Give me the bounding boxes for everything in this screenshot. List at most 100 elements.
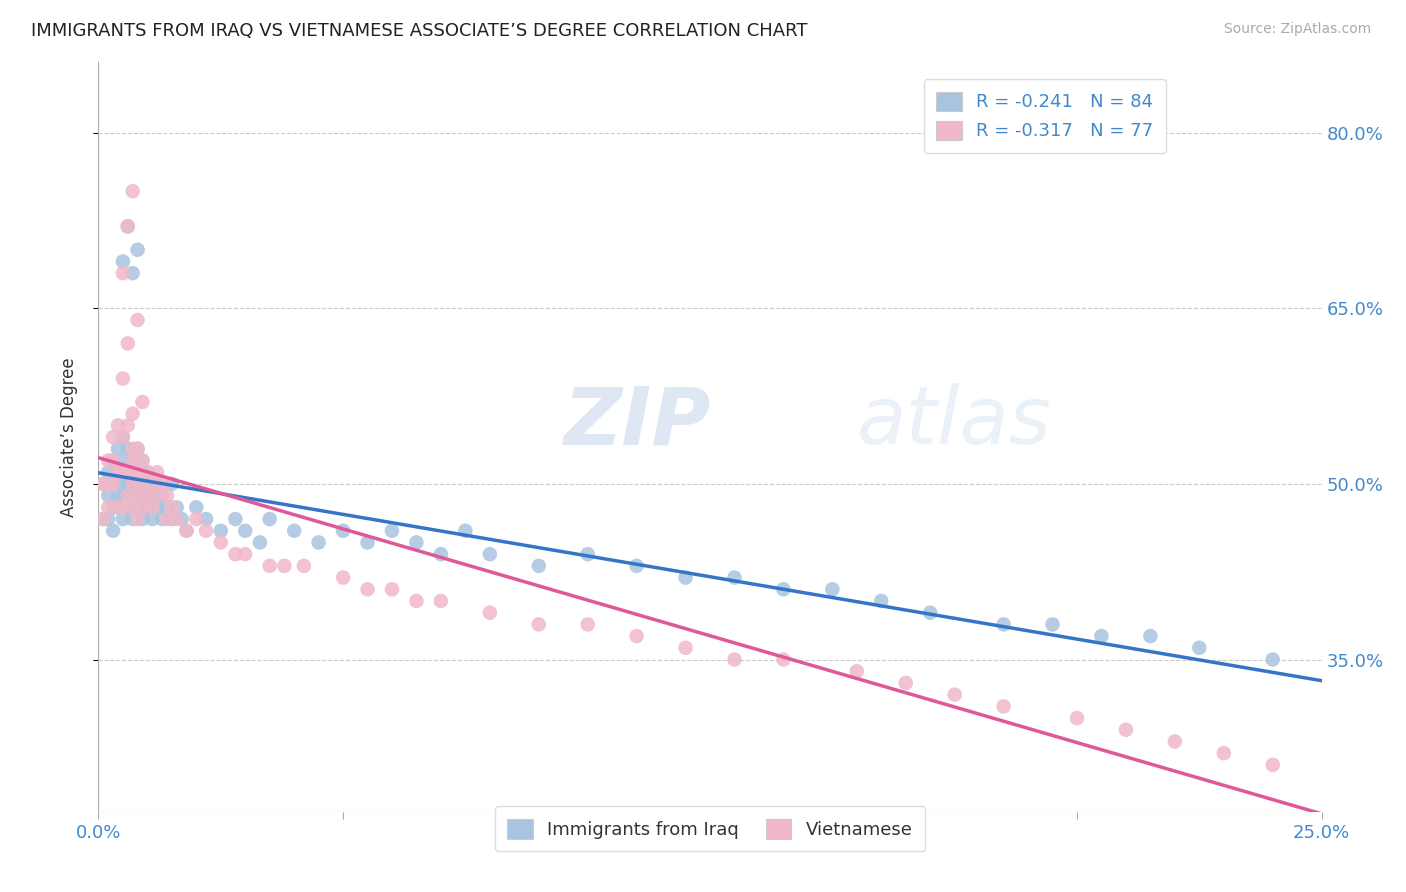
Point	[576, 617, 599, 632]
Point	[121, 453, 143, 467]
Point	[527, 558, 550, 573]
Text: atlas: atlas	[856, 383, 1052, 461]
Point	[107, 465, 129, 479]
Point	[127, 500, 149, 515]
Point	[107, 465, 129, 479]
Point	[101, 430, 124, 444]
Point	[821, 582, 844, 597]
Point	[772, 652, 794, 666]
Point	[160, 476, 183, 491]
Point	[141, 500, 163, 515]
Point	[1212, 746, 1234, 760]
Point	[117, 219, 139, 234]
Point	[332, 571, 354, 585]
Point	[117, 465, 139, 479]
Point	[156, 500, 179, 515]
Point	[1164, 734, 1187, 748]
Point	[146, 465, 169, 479]
Point	[356, 582, 378, 597]
Point	[111, 430, 134, 444]
Point	[121, 266, 143, 280]
Point	[111, 430, 134, 444]
Point	[430, 547, 453, 561]
Point	[97, 512, 120, 526]
Point	[146, 489, 169, 503]
Point	[156, 512, 179, 526]
Point	[121, 442, 143, 456]
Point	[772, 582, 794, 597]
Point	[121, 512, 143, 526]
Point	[166, 500, 188, 515]
Point	[170, 512, 193, 526]
Point	[117, 336, 139, 351]
Point	[1139, 629, 1161, 643]
Point	[894, 676, 917, 690]
Point	[845, 664, 868, 678]
Point	[233, 524, 256, 538]
Point	[117, 500, 139, 515]
Point	[1261, 757, 1284, 772]
Point	[209, 535, 232, 549]
Point	[121, 184, 143, 198]
Point	[195, 524, 218, 538]
Point	[626, 629, 648, 643]
Text: Source: ZipAtlas.com: Source: ZipAtlas.com	[1223, 22, 1371, 37]
Point	[381, 582, 404, 597]
Point	[146, 476, 169, 491]
Point	[121, 500, 143, 515]
Point	[224, 547, 246, 561]
Point	[209, 524, 232, 538]
Point	[146, 500, 169, 515]
Legend: Immigrants from Iraq, Vietnamese: Immigrants from Iraq, Vietnamese	[495, 806, 925, 851]
Point	[117, 442, 139, 456]
Point	[136, 465, 159, 479]
Point	[127, 465, 149, 479]
Point	[131, 500, 153, 515]
Point	[136, 476, 159, 491]
Point	[131, 395, 153, 409]
Point	[156, 489, 179, 503]
Point	[121, 476, 143, 491]
Point	[259, 558, 281, 573]
Point	[723, 571, 745, 585]
Point	[107, 500, 129, 515]
Point	[101, 476, 124, 491]
Point	[870, 594, 893, 608]
Point	[111, 453, 134, 467]
Point	[1066, 711, 1088, 725]
Point	[121, 453, 143, 467]
Point	[160, 500, 183, 515]
Point	[576, 547, 599, 561]
Point	[107, 500, 129, 515]
Point	[101, 524, 124, 538]
Point	[107, 442, 129, 456]
Point	[111, 371, 134, 385]
Point	[141, 489, 163, 503]
Text: IMMIGRANTS FROM IRAQ VS VIETNAMESE ASSOCIATE’S DEGREE CORRELATION CHART: IMMIGRANTS FROM IRAQ VS VIETNAMESE ASSOC…	[31, 22, 807, 40]
Point	[283, 524, 305, 538]
Point	[117, 476, 139, 491]
Point	[121, 489, 143, 503]
Point	[111, 465, 134, 479]
Point	[332, 524, 354, 538]
Point	[101, 500, 124, 515]
Y-axis label: Associate’s Degree: Associate’s Degree	[59, 358, 77, 516]
Point	[131, 512, 153, 526]
Point	[111, 266, 134, 280]
Point	[160, 512, 183, 526]
Point	[454, 524, 477, 538]
Point	[186, 512, 208, 526]
Point	[308, 535, 330, 549]
Point	[920, 606, 942, 620]
Point	[478, 606, 501, 620]
Point	[1115, 723, 1137, 737]
Point	[127, 243, 149, 257]
Point	[259, 512, 281, 526]
Point	[127, 442, 149, 456]
Point	[405, 594, 427, 608]
Point	[97, 489, 120, 503]
Point	[111, 500, 134, 515]
Point	[186, 500, 208, 515]
Point	[91, 476, 114, 491]
Point	[107, 418, 129, 433]
